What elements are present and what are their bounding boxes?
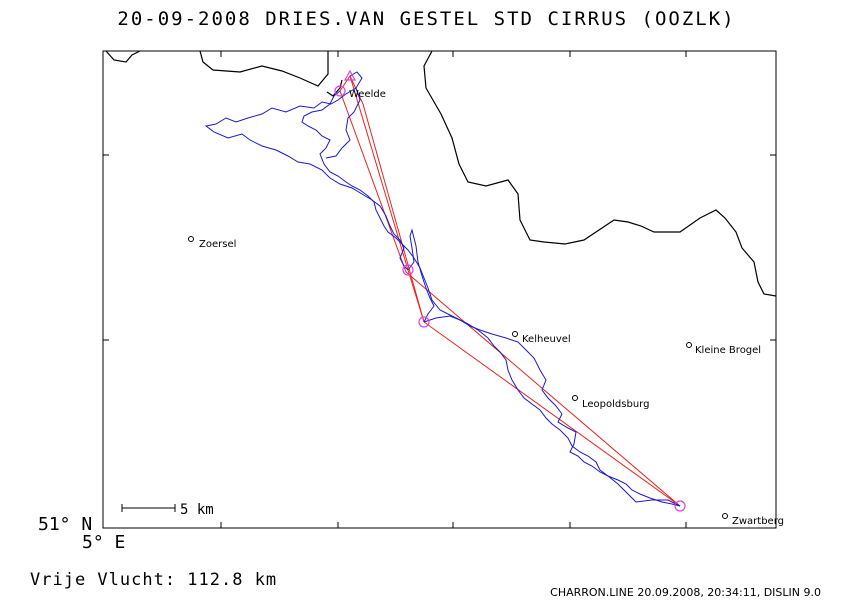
marker-zoersel <box>188 236 194 242</box>
place-label-zwartberg: Zwartberg <box>732 516 784 527</box>
scale-bar <box>121 504 176 512</box>
place-label-leopoldsburg: Leopoldsburg <box>582 399 649 410</box>
latitude-label: 51° N <box>38 514 93 535</box>
place-label-weelde: Weelde <box>349 89 386 100</box>
scale-bar-label: 5 km <box>180 502 214 518</box>
marker-kleine-brogel <box>686 342 692 348</box>
turnpoint-2 <box>402 264 414 276</box>
axis-ticks <box>103 51 776 528</box>
marker-zwartberg <box>722 513 728 519</box>
flight-track <box>204 71 681 507</box>
map-frame <box>102 50 777 529</box>
place-markers <box>188 236 728 519</box>
place-label-kelheuvel: Kelheuvel <box>522 334 571 345</box>
turnpoint-3 <box>418 316 430 328</box>
footer-credit: CHARRON.LINE 20.09.2008, 20:34:11, DISLI… <box>550 586 821 599</box>
map-title: 20-09-2008 DRIES.VAN GESTEL STD CIRRUS (… <box>117 8 736 30</box>
marker-leopoldsburg <box>572 395 578 401</box>
country-border <box>105 50 777 297</box>
longitude-label: 5° E <box>82 532 126 553</box>
turnpoint-4 <box>674 500 686 512</box>
turnpoint-weelde <box>334 85 346 97</box>
turnpoints <box>334 69 686 512</box>
task-lines <box>339 75 681 507</box>
start-triangle <box>343 69 357 81</box>
place-label-kleine-brogel: Kleine Brogel <box>695 345 761 356</box>
distance-label: Vrije Vlucht: 112.8 km <box>30 570 278 590</box>
marker-kelheuvel <box>512 331 518 337</box>
place-label-zoersel: Zoersel <box>199 239 236 250</box>
